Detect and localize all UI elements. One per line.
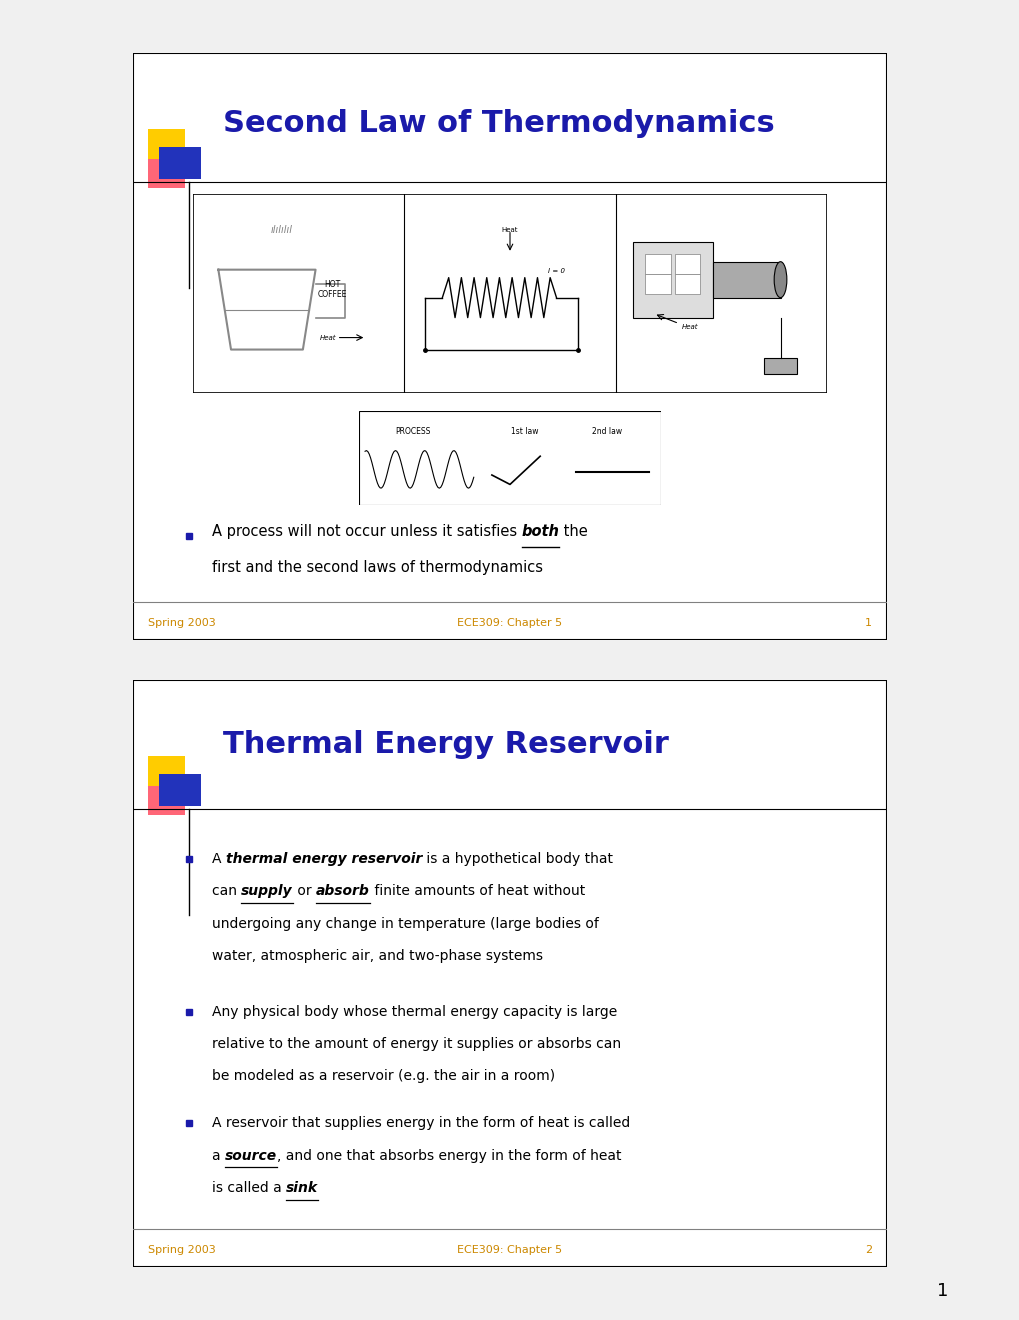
- Text: first and the second laws of thermodynamics: first and the second laws of thermodynam…: [212, 561, 542, 576]
- Text: finite amounts of heat without: finite amounts of heat without: [369, 884, 584, 899]
- Text: Any physical body whose thermal energy capacity is large: Any physical body whose thermal energy c…: [212, 1005, 616, 1019]
- Text: Thermal Energy Reservoir: Thermal Energy Reservoir: [223, 730, 668, 759]
- Text: be modeled as a reservoir (e.g. the air in a room): be modeled as a reservoir (e.g. the air …: [212, 1069, 554, 1084]
- Text: ECE309: Chapter 5: ECE309: Chapter 5: [457, 1245, 562, 1254]
- FancyBboxPatch shape: [159, 774, 201, 807]
- Text: A process will not occur unless it satisfies: A process will not occur unless it satis…: [212, 524, 521, 539]
- Text: sink: sink: [285, 1181, 318, 1195]
- Text: A reservoir that supplies energy in the form of heat is called: A reservoir that supplies energy in the …: [212, 1117, 630, 1130]
- FancyBboxPatch shape: [148, 129, 185, 158]
- Text: 1: 1: [936, 1282, 948, 1300]
- Text: thermal energy reservoir: thermal energy reservoir: [225, 851, 422, 866]
- Text: both: both: [521, 524, 559, 539]
- Text: A: A: [212, 851, 225, 866]
- Text: Spring 2003: Spring 2003: [148, 618, 215, 627]
- Text: Spring 2003: Spring 2003: [148, 1245, 215, 1254]
- Text: can: can: [212, 884, 240, 899]
- FancyBboxPatch shape: [148, 785, 185, 814]
- Text: or: or: [292, 884, 316, 899]
- Text: supply: supply: [240, 884, 292, 899]
- Text: a: a: [212, 1148, 224, 1163]
- Text: relative to the amount of energy it supplies or absorbs can: relative to the amount of energy it supp…: [212, 1038, 621, 1051]
- Text: , and one that absorbs energy in the form of heat: , and one that absorbs energy in the for…: [277, 1148, 621, 1163]
- FancyBboxPatch shape: [148, 756, 185, 785]
- FancyBboxPatch shape: [148, 158, 185, 187]
- Text: is called a: is called a: [212, 1181, 285, 1195]
- Text: Second Law of Thermodynamics: Second Law of Thermodynamics: [223, 108, 774, 137]
- Text: 1: 1: [864, 618, 871, 627]
- Text: ECE309: Chapter 5: ECE309: Chapter 5: [457, 618, 562, 627]
- FancyBboxPatch shape: [159, 147, 201, 180]
- Text: source: source: [224, 1148, 277, 1163]
- Text: is a hypothetical body that: is a hypothetical body that: [422, 851, 612, 866]
- Text: undergoing any change in temperature (large bodies of: undergoing any change in temperature (la…: [212, 916, 598, 931]
- Text: water, atmospheric air, and two-phase systems: water, atmospheric air, and two-phase sy…: [212, 949, 542, 962]
- Text: absorb: absorb: [316, 884, 369, 899]
- Text: 2: 2: [864, 1245, 871, 1254]
- Text: the: the: [559, 524, 588, 539]
